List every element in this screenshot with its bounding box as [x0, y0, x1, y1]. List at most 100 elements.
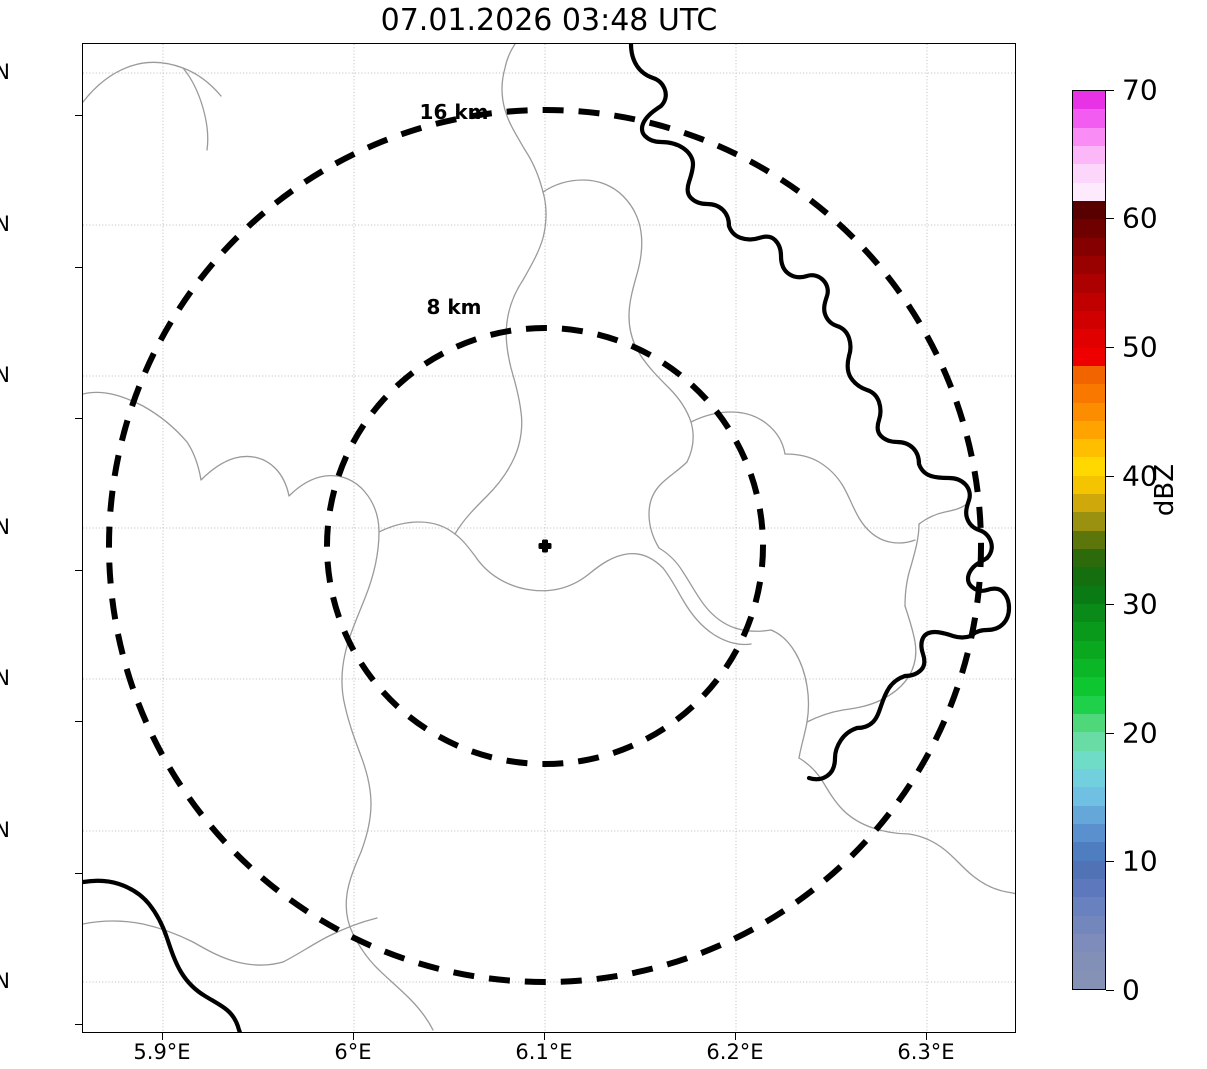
- colorbar-band: [1073, 145, 1105, 165]
- xtick-mark: [735, 1033, 736, 1040]
- colorbar-band: [1073, 457, 1105, 476]
- colorbar-band: [1073, 824, 1105, 843]
- colorbar-band: [1073, 805, 1105, 825]
- colorbar-band: [1073, 970, 1105, 989]
- ytick-label-498n: 49.8°N: [0, 666, 10, 690]
- colorbar-band: [1073, 384, 1105, 403]
- ytick-label-497n: 49.7°N: [0, 969, 10, 993]
- colorbar-band: [1073, 769, 1105, 788]
- colorbar-band: [1073, 640, 1105, 660]
- colorbar-band: [1073, 860, 1105, 880]
- colorbar-band: [1073, 897, 1105, 916]
- colorbar-band: [1073, 237, 1105, 256]
- cbtick-mark: [1106, 218, 1114, 219]
- colorbar-band: [1073, 567, 1105, 586]
- cbtick-mark: [1106, 476, 1114, 477]
- cbtick-mark: [1106, 733, 1114, 734]
- colorbar-band: [1073, 182, 1105, 201]
- colorbar-band: [1073, 475, 1105, 495]
- colorbar-band: [1073, 439, 1105, 458]
- page-title: 07.01.2026 03:48 UTC: [380, 3, 718, 38]
- map-gridlines: [83, 44, 1015, 1032]
- colorbar-band: [1073, 219, 1105, 238]
- xtick-label-61e: 6.1°E: [515, 1040, 573, 1064]
- colorbar-band: [1073, 915, 1105, 935]
- colorbar-band: [1073, 530, 1105, 550]
- ytick-mark: [75, 267, 82, 268]
- cbtick-mark: [1106, 347, 1114, 348]
- colorbar-band: [1073, 934, 1105, 953]
- colorbar-band: [1073, 732, 1105, 751]
- cbtick-label-70: 70: [1122, 73, 1158, 107]
- ytick-mark: [75, 418, 82, 419]
- ytick-label-499n: 49.9°N: [0, 363, 10, 387]
- colorbar-band: [1073, 274, 1105, 293]
- xtick-mark: [162, 1033, 163, 1040]
- colorbar-band: [1073, 329, 1105, 348]
- xtick-label-63e: 6.3°E: [897, 1040, 955, 1064]
- colorbar-axis-label: dBZ: [1150, 463, 1180, 517]
- ytick-mark: [75, 873, 82, 874]
- colorbar-band: [1073, 604, 1105, 623]
- cbtick-mark: [1106, 604, 1114, 605]
- xtick-label-6e: 6°E: [334, 1040, 372, 1064]
- ytick-label-4995n: 49.95°N: [0, 212, 10, 236]
- xtick-label-59e: 5.9°E: [133, 1040, 191, 1064]
- ytick-label-4985n: 49.85°N: [0, 515, 10, 539]
- colorbar-band: [1073, 549, 1105, 568]
- colorbar-band: [1073, 127, 1105, 146]
- colorbar-band: [1073, 677, 1105, 696]
- colorbar[interactable]: [1072, 90, 1106, 990]
- colorbar-band: [1073, 347, 1105, 366]
- colorbar-band: [1073, 842, 1105, 861]
- colorbar-band: [1073, 255, 1105, 275]
- cbtick-label-30: 30: [1122, 587, 1158, 621]
- ytick-mark: [75, 721, 82, 722]
- xtick-mark: [353, 1033, 354, 1040]
- range-ring-label-16km: 16 km: [419, 100, 489, 124]
- colorbar-band: [1073, 200, 1105, 220]
- ytick-mark: [75, 115, 82, 116]
- cbtick-label-60: 60: [1122, 201, 1158, 235]
- cbtick-label-10: 10: [1122, 844, 1158, 878]
- colorbar-band: [1073, 420, 1105, 440]
- cbtick-mark: [1106, 990, 1114, 991]
- range-ring-8km: [324, 325, 766, 767]
- colorbar-band: [1073, 512, 1105, 531]
- admin-boundaries: [83, 44, 1015, 1031]
- colorbar-band: [1073, 494, 1105, 513]
- radar-map-axes[interactable]: 16 km 8 km: [82, 43, 1016, 1033]
- xtick-mark: [926, 1033, 927, 1040]
- national-border: [83, 44, 1012, 1032]
- colorbar-band: [1073, 787, 1105, 806]
- colorbar-band: [1073, 622, 1105, 641]
- colorbar-band: [1073, 695, 1105, 715]
- center-plus-icon: [538, 539, 552, 553]
- colorbar-band: [1073, 90, 1105, 110]
- colorbar-band: [1073, 310, 1105, 330]
- cbtick-mark: [1106, 90, 1114, 91]
- cbtick-label-50: 50: [1122, 330, 1158, 364]
- range-rings: [106, 107, 984, 985]
- cbtick-label-40: 40: [1122, 459, 1158, 493]
- colorbar-band: [1073, 750, 1105, 770]
- cbtick-label-20: 20: [1122, 716, 1158, 750]
- cbtick-mark: [1106, 861, 1114, 862]
- colorbar-band: [1073, 109, 1105, 128]
- colorbar-band: [1073, 659, 1105, 678]
- xtick-mark: [544, 1033, 545, 1040]
- ytick-mark: [75, 1024, 82, 1025]
- ytick-label-50n: 50°N: [0, 60, 10, 84]
- map-canvas: [83, 44, 1015, 1032]
- ytick-label-4975n: 49.75°N: [0, 818, 10, 842]
- colorbar-band: [1073, 164, 1105, 183]
- colorbar-band: [1073, 292, 1105, 311]
- xtick-label-62e: 6.2°E: [706, 1040, 764, 1064]
- colorbar-band: [1073, 402, 1105, 421]
- cbtick-label-0: 0: [1122, 973, 1140, 1007]
- colorbar-band: [1073, 879, 1105, 898]
- ytick-mark: [75, 570, 82, 571]
- colorbar-band: [1073, 365, 1105, 385]
- range-ring-label-8km: 8 km: [426, 295, 482, 319]
- colorbar-band: [1073, 585, 1105, 605]
